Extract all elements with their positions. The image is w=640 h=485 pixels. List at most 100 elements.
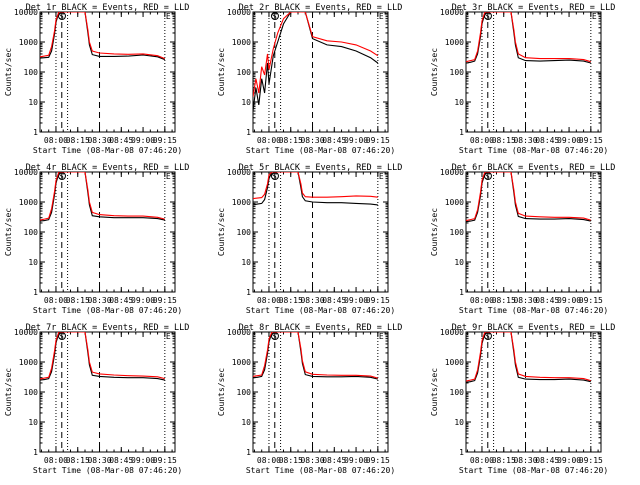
y-tick-label: 10 <box>28 258 38 267</box>
panel-title: Det 2r BLACK = Events, RED = LLD <box>239 3 403 13</box>
panel-1: Det 1r BLACK = Events, RED = LLD 1 10 100 10… <box>4 3 189 155</box>
x-tick-label: 08:00 <box>470 136 494 145</box>
end-marker: E <box>166 12 171 21</box>
start-marker: S <box>59 332 64 341</box>
x-tick-label: 08:00 <box>257 136 281 145</box>
series-lld-line <box>253 172 378 200</box>
y-tick-label: 10000 <box>227 328 251 337</box>
x-tick-label: 08:45 <box>535 456 559 465</box>
series-group <box>40 332 165 381</box>
series-group <box>466 172 591 223</box>
y-axis-label: Counts/sec <box>430 368 439 416</box>
series-events-line <box>253 172 378 206</box>
x-axis-label: Start Time (08-Mar-08 07:46:20) <box>459 306 608 315</box>
x-tick-label: 08:15 <box>492 136 516 145</box>
series-lld-line <box>40 12 166 60</box>
end-marker: E <box>379 332 384 341</box>
x-tick-label: 08:00 <box>470 296 494 305</box>
y-axis-label: Counts/sec <box>4 368 13 416</box>
y-tick-label: 10 <box>241 418 251 427</box>
y-tick-label: 10000 <box>14 328 38 337</box>
x-tick-label: 08:45 <box>109 136 133 145</box>
y-tick-label: 1000 <box>19 358 38 367</box>
y-tick-label: 1 <box>33 448 38 457</box>
x-tick-label: 09:15 <box>153 456 177 465</box>
start-marker-ring <box>270 12 279 20</box>
x-tick-label: 09:00 <box>557 296 581 305</box>
y-tick-label: 100 <box>24 68 39 77</box>
y-tick-label: 10 <box>454 98 464 107</box>
end-marker: E <box>166 172 171 181</box>
series-group <box>253 12 379 112</box>
plot-frame <box>39 331 176 453</box>
y-tick-label: 1000 <box>232 198 251 207</box>
start-marker: S <box>485 332 490 341</box>
y-tick-label: 1000 <box>232 358 251 367</box>
x-axis-label: Start Time (08-Mar-08 07:46:20) <box>33 146 182 155</box>
panel-7: Det 7r BLACK = Events, RED = LLD 1 10 100 10… <box>4 323 189 475</box>
series-group <box>40 12 166 61</box>
y-tick-label: 1 <box>246 448 251 457</box>
y-tick-label: 10 <box>454 258 464 267</box>
x-tick-label: 08:00 <box>257 296 281 305</box>
plot-frame <box>39 11 176 133</box>
panel-6: Det 6r BLACK = Events, RED = LLD 1 10 100 10… <box>430 163 615 315</box>
y-tick-label: 1000 <box>19 198 38 207</box>
y-axis-label: Counts/sec <box>217 48 226 96</box>
panel-title: Det 3r BLACK = Events, RED = LLD <box>452 3 616 13</box>
x-tick-label: 08:15 <box>66 136 90 145</box>
x-tick-label: 08:45 <box>322 456 346 465</box>
series-events-line <box>40 172 165 222</box>
plot-frame <box>465 171 602 293</box>
series-lld-line <box>466 332 591 382</box>
y-tick-label: 10000 <box>440 8 464 17</box>
plot-frame <box>252 171 389 293</box>
y-tick-label: 1000 <box>19 38 38 47</box>
x-axis-label: Start Time (08-Mar-08 07:46:20) <box>33 306 182 315</box>
y-tick-label: 1 <box>246 288 251 297</box>
x-tick-label: 08:45 <box>109 296 133 305</box>
y-tick-label: 10 <box>241 98 251 107</box>
panel-title: Det 7r BLACK = Events, RED = LLD <box>26 323 190 333</box>
y-axis-label: Counts/sec <box>217 208 226 256</box>
y-tick-label: 100 <box>450 388 465 397</box>
x-tick-label: 08:45 <box>109 456 133 465</box>
y-axis-label: Counts/sec <box>217 368 226 416</box>
end-marker: E <box>592 332 597 341</box>
panel-title: Det 5r BLACK = Events, RED = LLD <box>239 163 403 173</box>
y-tick-label: 10000 <box>14 168 38 177</box>
series-events-line <box>253 12 379 112</box>
x-axis-label: Start Time (08-Mar-08 07:46:20) <box>246 306 395 315</box>
x-tick-label: 08:00 <box>44 136 68 145</box>
x-tick-label: 09:15 <box>366 136 390 145</box>
plot-frame <box>252 331 389 453</box>
y-tick-label: 100 <box>237 388 252 397</box>
panel-title: Det 8r BLACK = Events, RED = LLD <box>239 323 403 333</box>
y-axis-label: Counts/sec <box>430 208 439 256</box>
x-tick-label: 09:00 <box>344 136 368 145</box>
y-tick-label: 1000 <box>445 198 464 207</box>
series-lld-line <box>253 332 378 379</box>
start-marker: S <box>59 12 64 21</box>
series-lld-line <box>466 12 591 63</box>
x-tick-label: 08:00 <box>257 456 281 465</box>
y-tick-label: 10000 <box>440 328 464 337</box>
x-tick-label: 08:45 <box>322 296 346 305</box>
end-marker: E <box>592 172 597 181</box>
x-tick-label: 08:00 <box>44 456 68 465</box>
x-axis-label: Start Time (08-Mar-08 07:46:20) <box>33 466 182 475</box>
x-tick-label: 08:15 <box>492 456 516 465</box>
y-tick-label: 10000 <box>14 8 38 17</box>
panel-5: Det 5r BLACK = Events, RED = LLD 1 10 100 10… <box>217 163 402 315</box>
series-group <box>253 172 378 206</box>
x-tick-label: 09:15 <box>579 296 603 305</box>
end-marker: E <box>379 12 384 21</box>
x-axis-label: Start Time (08-Mar-08 07:46:20) <box>246 466 395 475</box>
x-tick-label: 08:30 <box>87 296 111 305</box>
y-tick-label: 10 <box>28 98 38 107</box>
x-tick-label: 09:15 <box>366 296 390 305</box>
y-tick-label: 1 <box>33 128 38 137</box>
series-lld-line <box>253 12 379 97</box>
panel-title: Det 9r BLACK = Events, RED = LLD <box>452 323 616 333</box>
